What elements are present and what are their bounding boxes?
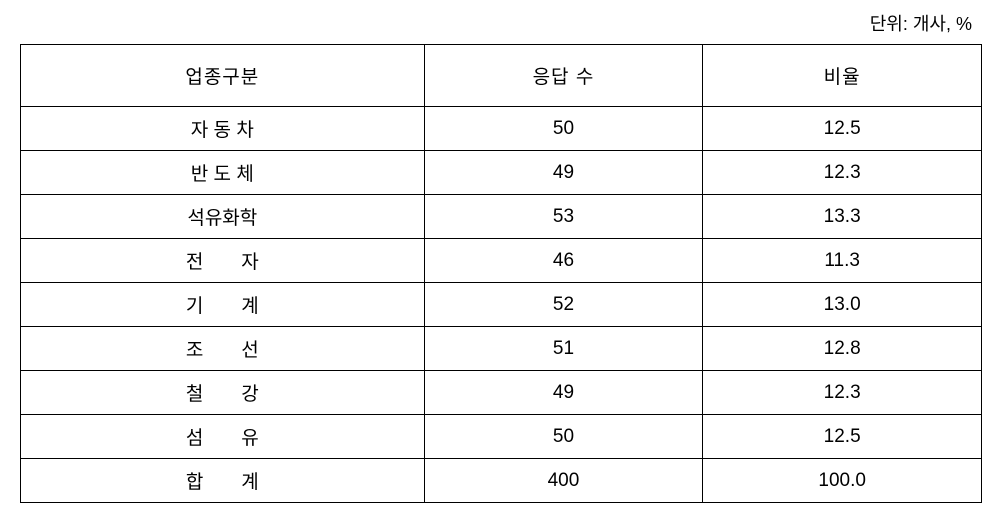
cell-count: 50 — [424, 107, 703, 151]
cell-ratio: 12.8 — [703, 327, 982, 371]
cell-category: 석유화학 — [21, 195, 425, 239]
table-row: 철 강 49 12.3 — [21, 371, 982, 415]
cell-count: 49 — [424, 371, 703, 415]
cell-ratio: 13.0 — [703, 283, 982, 327]
table-row: 기 계 52 13.0 — [21, 283, 982, 327]
table-body: 자 동 차 50 12.5 반 도 체 49 12.3 석유화학 53 13.3… — [21, 107, 982, 503]
cell-category: 자 동 차 — [21, 107, 425, 151]
header-ratio: 비율 — [703, 45, 982, 107]
cell-ratio: 13.3 — [703, 195, 982, 239]
header-category: 업종구분 — [21, 45, 425, 107]
cell-count: 53 — [424, 195, 703, 239]
cell-ratio: 12.3 — [703, 151, 982, 195]
header-count: 응답 수 — [424, 45, 703, 107]
table-row: 전 자 46 11.3 — [21, 239, 982, 283]
cell-category: 기 계 — [21, 283, 425, 327]
cell-ratio: 12.5 — [703, 107, 982, 151]
cell-category: 철 강 — [21, 371, 425, 415]
cell-count: 400 — [424, 459, 703, 503]
table-row: 합 계 400 100.0 — [21, 459, 982, 503]
table-header-row: 업종구분 응답 수 비율 — [21, 45, 982, 107]
cell-category: 섬 유 — [21, 415, 425, 459]
cell-count: 50 — [424, 415, 703, 459]
table-row: 반 도 체 49 12.3 — [21, 151, 982, 195]
table-row: 자 동 차 50 12.5 — [21, 107, 982, 151]
cell-ratio: 12.3 — [703, 371, 982, 415]
cell-count: 46 — [424, 239, 703, 283]
table-row: 섬 유 50 12.5 — [21, 415, 982, 459]
cell-category: 합 계 — [21, 459, 425, 503]
cell-ratio: 100.0 — [703, 459, 982, 503]
cell-count: 49 — [424, 151, 703, 195]
cell-ratio: 12.5 — [703, 415, 982, 459]
cell-ratio: 11.3 — [703, 239, 982, 283]
table-row: 석유화학 53 13.3 — [21, 195, 982, 239]
cell-count: 52 — [424, 283, 703, 327]
cell-category: 반 도 체 — [21, 151, 425, 195]
table-row: 조 선 51 12.8 — [21, 327, 982, 371]
unit-label: 단위: 개사, % — [20, 10, 982, 36]
cell-count: 51 — [424, 327, 703, 371]
data-table: 업종구분 응답 수 비율 자 동 차 50 12.5 반 도 체 49 12.3… — [20, 44, 982, 503]
cell-category: 전 자 — [21, 239, 425, 283]
cell-category: 조 선 — [21, 327, 425, 371]
